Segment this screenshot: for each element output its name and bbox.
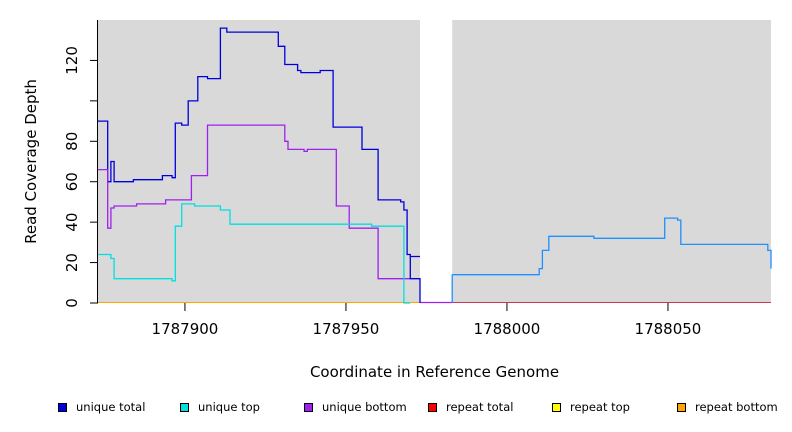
y-tick-label-0: 0	[63, 298, 81, 308]
legend-swatch	[552, 402, 561, 412]
x-tick-label-1787950: 1787950	[313, 320, 380, 338]
y-axis-title: Read Coverage Depth	[22, 79, 40, 244]
x-tick-label-1787900: 1787900	[152, 320, 219, 338]
series-2-unique-top	[98, 203, 411, 304]
series-lines	[98, 27, 772, 304]
legend-item-repeat-bottom: repeat bottom	[677, 400, 778, 414]
legend-item-unique-top: unique top	[180, 400, 260, 414]
legend-item-repeat-total: repeat total	[428, 400, 513, 414]
y-tick-label-80: 80	[63, 132, 81, 151]
legend-item-unique-total: unique total	[58, 400, 145, 414]
y-tick-label-60: 60	[63, 172, 81, 191]
legend-label: unique top	[198, 400, 260, 414]
x-axis-title: Coordinate in Reference Genome	[310, 363, 559, 381]
legend-label: repeat top	[570, 400, 630, 414]
coverage-chart: 0 20 40 60 80 120 1787900 1787950 1788000 1788050…	[22, 20, 772, 381]
legend-swatch	[428, 402, 437, 412]
y-tick-label-20: 20	[63, 253, 81, 272]
legend-item-unique-bottom: unique bottom	[304, 400, 407, 414]
legend-item-repeat-top: repeat top	[552, 400, 630, 414]
legend: unique total unique top unique bottom repea…	[0, 400, 792, 420]
axes: 0 20 40 60 80 120 1787900 1787950 1788000 1788050	[63, 20, 701, 338]
x-tick-label-1788050: 1788050	[635, 320, 702, 338]
legend-swatch	[58, 402, 67, 412]
legend-swatch	[304, 402, 313, 412]
series-0-unique-total	[98, 27, 420, 258]
series-unique-total-drop	[409, 256, 421, 303]
y-tick-label-120: 120	[63, 46, 81, 75]
legend-swatch	[180, 402, 189, 412]
legend-label: repeat bottom	[695, 400, 778, 414]
y-tick-label-40: 40	[63, 213, 81, 232]
legend-swatch	[677, 402, 686, 412]
legend-label: unique bottom	[322, 400, 407, 414]
region-0	[98, 20, 421, 303]
shaded-regions	[98, 20, 771, 303]
legend-label: repeat total	[446, 400, 514, 414]
region-1	[452, 20, 771, 303]
series-3-unique-total	[452, 217, 772, 276]
legend-label: unique total	[76, 400, 146, 414]
series-1-unique-bottom	[98, 124, 411, 280]
x-tick-label-1788000: 1788000	[474, 320, 541, 338]
